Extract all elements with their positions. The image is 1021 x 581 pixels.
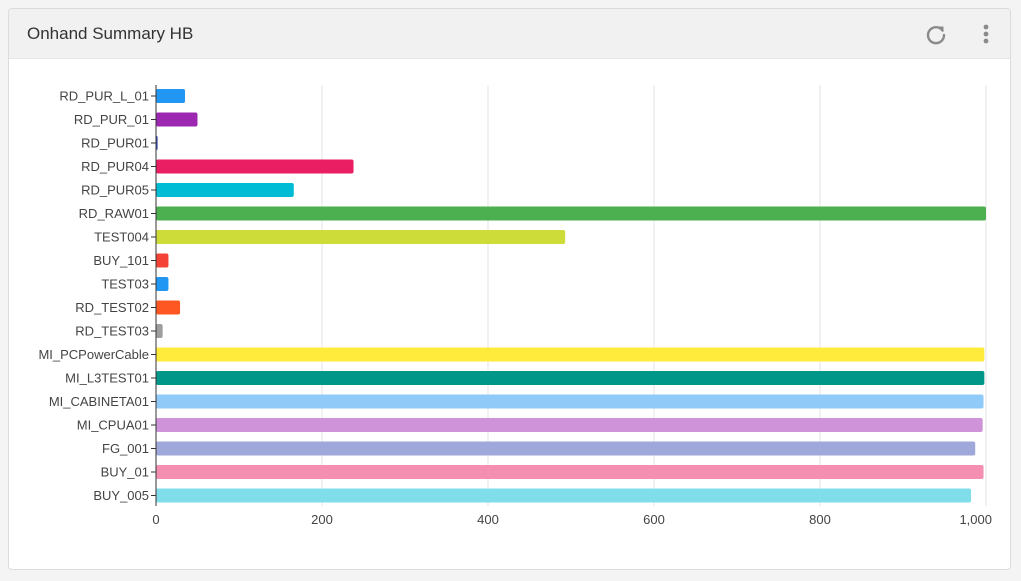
x-tick-label: 800 bbox=[809, 512, 831, 527]
category-label: FG_001 bbox=[102, 441, 149, 456]
x-tick-label: 400 bbox=[477, 512, 499, 527]
bar bbox=[156, 112, 198, 127]
category-label: BUY_101 bbox=[93, 253, 149, 268]
bar bbox=[156, 347, 985, 362]
bar bbox=[156, 394, 984, 409]
category-label: BUY_005 bbox=[93, 488, 149, 503]
more-vertical-icon[interactable] bbox=[973, 21, 999, 47]
bar bbox=[156, 230, 566, 244]
bar bbox=[156, 159, 354, 174]
bar bbox=[156, 371, 985, 385]
category-label: BUY_01 bbox=[101, 465, 149, 480]
chart-card: Onhand Summary HB RD_PUR_L_01 RD_PUR_01 RD… bbox=[8, 8, 1011, 570]
category-label: RD_TEST03 bbox=[75, 324, 149, 339]
category-label: RD_PUR01 bbox=[81, 136, 149, 151]
x-tick-label: 1,000 bbox=[959, 512, 992, 527]
category-label: MI_PCPowerCable bbox=[38, 347, 149, 362]
category-label: RD_PUR_01 bbox=[74, 112, 149, 127]
category-label: MI_CPUA01 bbox=[77, 418, 149, 433]
category-label: RD_PUR_L_01 bbox=[59, 89, 149, 104]
category-label: RD_RAW01 bbox=[79, 206, 149, 221]
category-label: MI_L3TEST01 bbox=[65, 371, 149, 386]
bar bbox=[156, 253, 169, 268]
bar bbox=[156, 324, 163, 338]
x-tick-label: 200 bbox=[311, 512, 333, 527]
bar-chart: RD_PUR_L_01 RD_PUR_01 RD_PUR01 RD_PUR04 RD_P… bbox=[38, 85, 992, 527]
bar bbox=[156, 465, 984, 479]
bar bbox=[156, 183, 294, 197]
x-tick-label: 0 bbox=[152, 512, 159, 527]
category-label: RD_PUR04 bbox=[81, 159, 149, 174]
refresh-icon[interactable] bbox=[923, 21, 949, 47]
bar bbox=[156, 441, 976, 456]
bar bbox=[156, 300, 181, 315]
bar bbox=[156, 488, 972, 503]
category-label: TEST004 bbox=[94, 230, 149, 245]
category-label: MI_CABINETA01 bbox=[49, 394, 149, 409]
bar bbox=[156, 418, 983, 432]
category-label: RD_TEST02 bbox=[75, 300, 149, 315]
card-title: Onhand Summary HB bbox=[27, 24, 194, 43]
bar bbox=[156, 89, 186, 103]
bar bbox=[156, 206, 986, 221]
x-tick-label: 600 bbox=[643, 512, 665, 527]
card-header: Onhand Summary HB bbox=[9, 9, 1010, 59]
category-label: TEST03 bbox=[101, 277, 149, 292]
bar bbox=[156, 277, 169, 291]
category-label: RD_PUR05 bbox=[81, 183, 149, 198]
